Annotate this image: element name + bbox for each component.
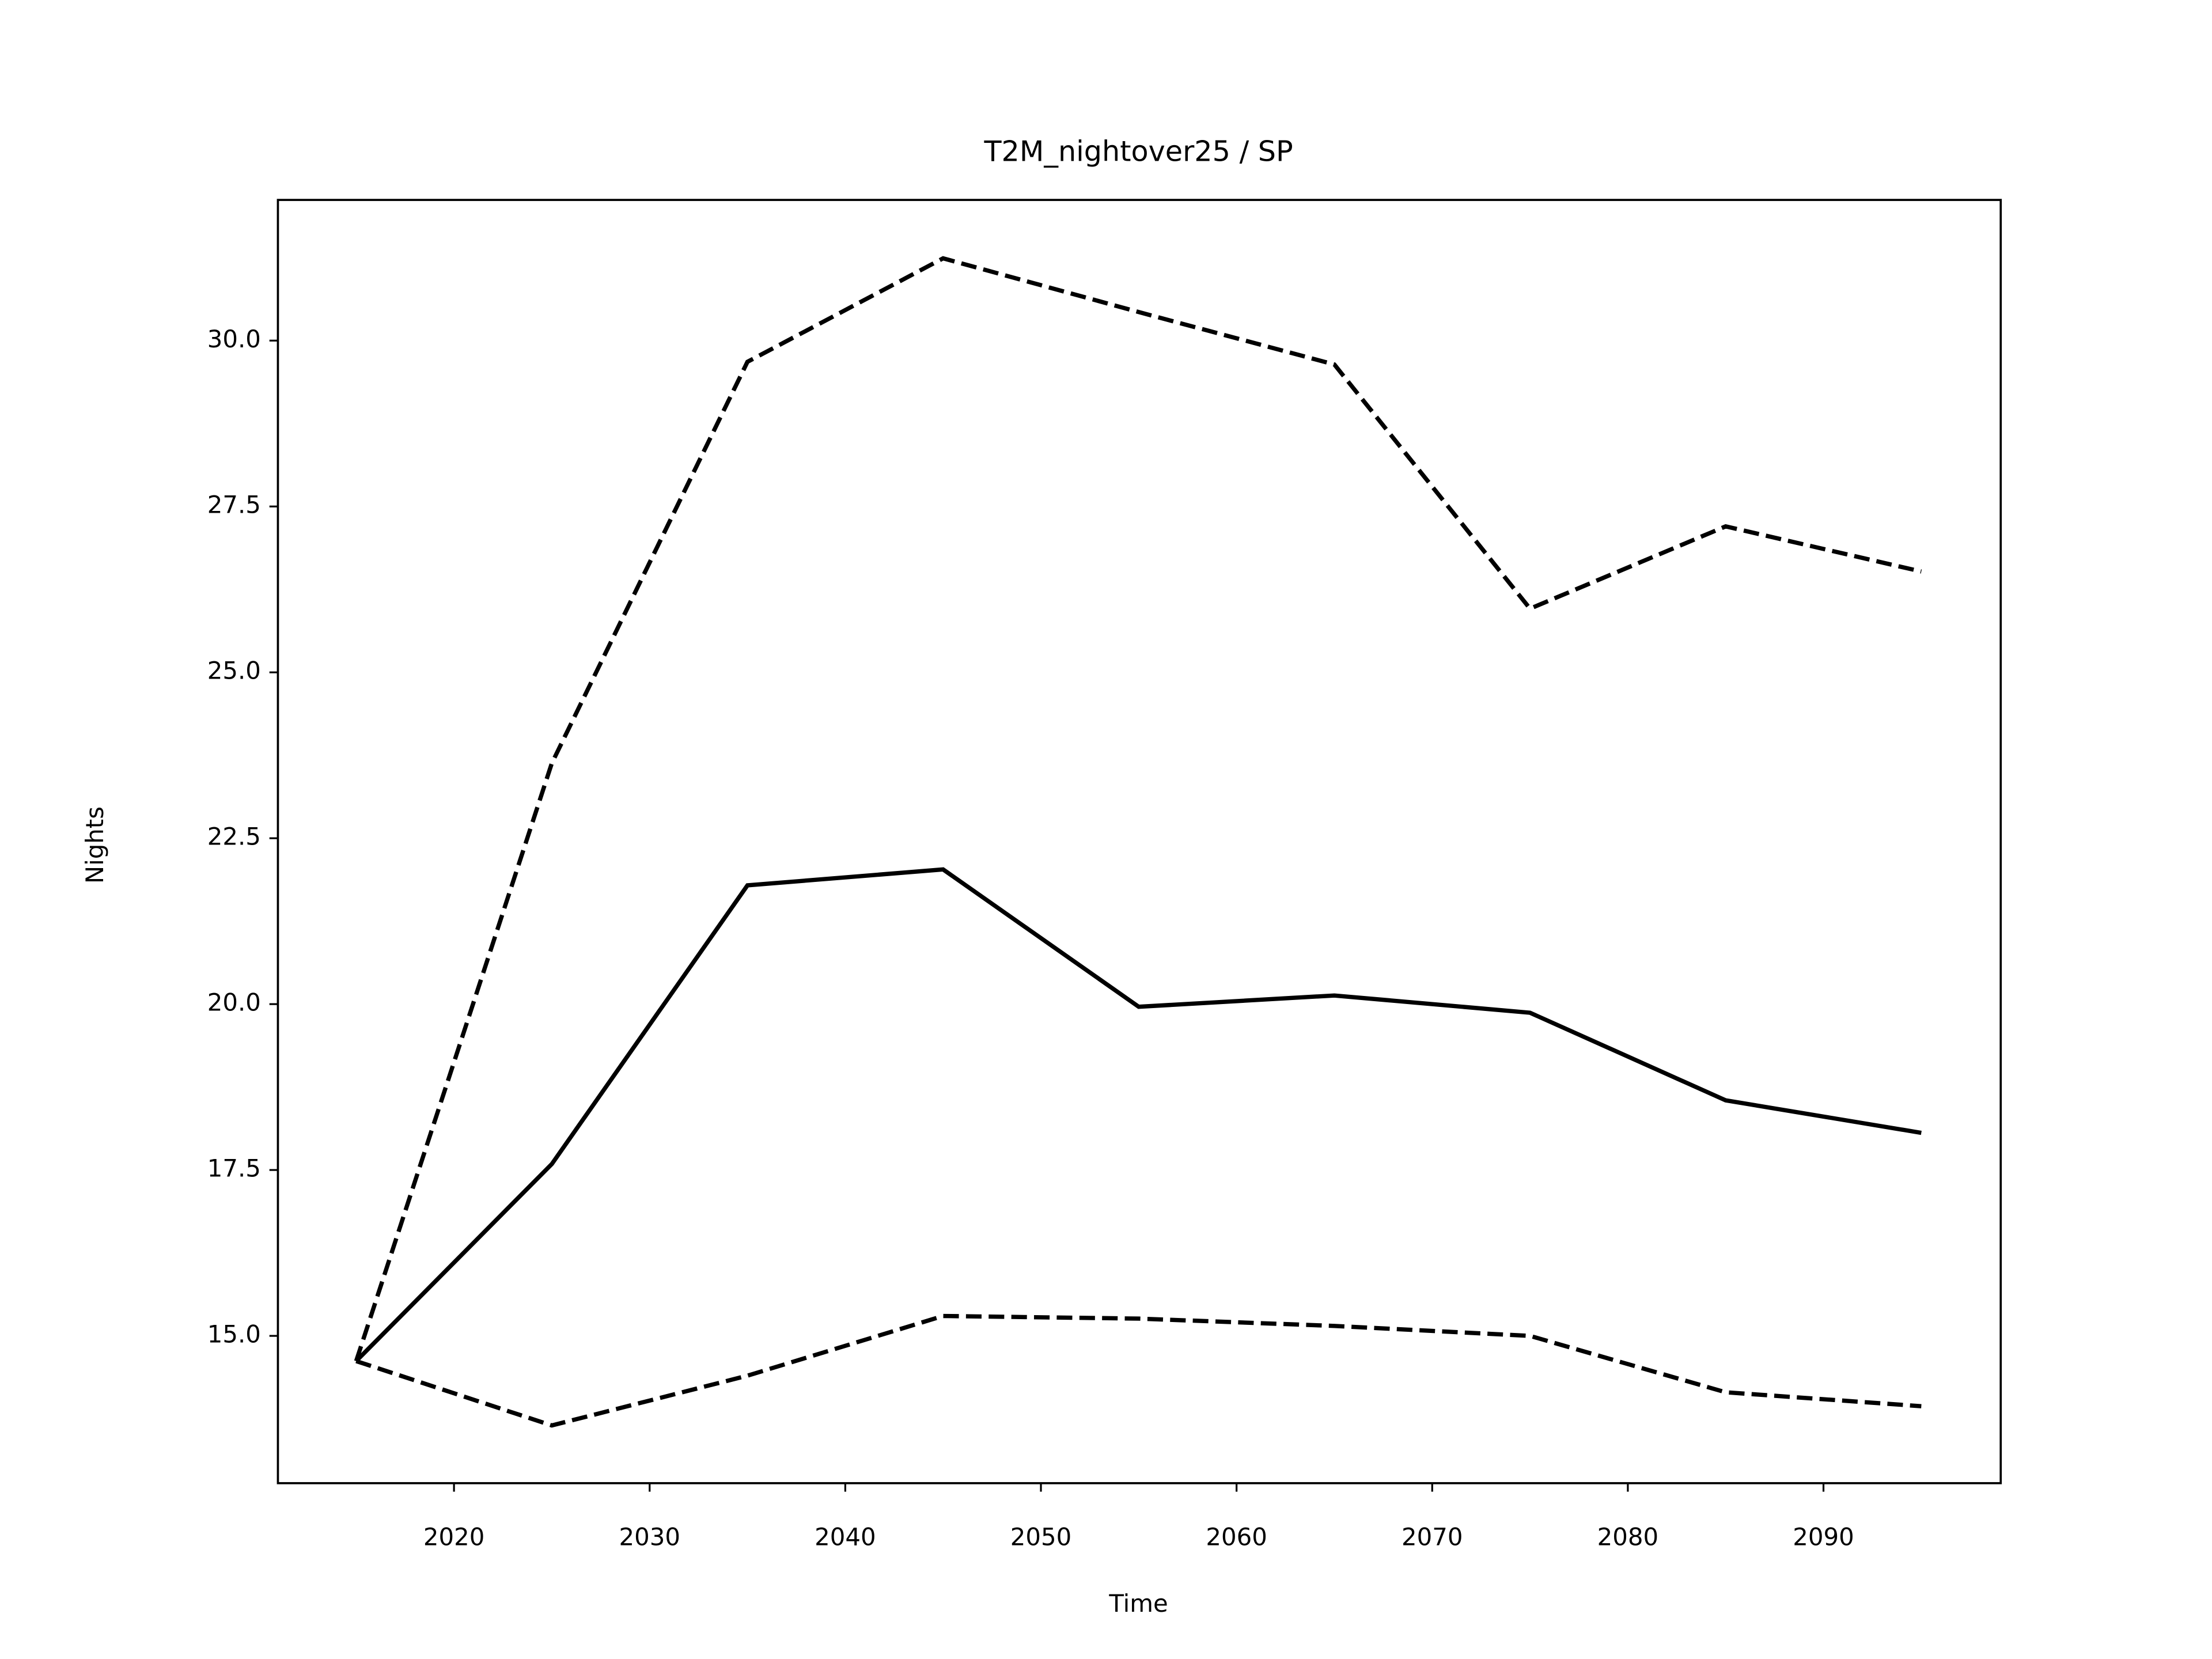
x-tick-label: 2060 — [1206, 1522, 1267, 1551]
x-tick-label: 2080 — [1597, 1522, 1658, 1551]
y-tick-label: 17.5 — [207, 1154, 261, 1183]
y-tick-label: 22.5 — [207, 823, 261, 851]
series-line — [355, 1313, 1922, 1428]
y-tick-label: 15.0 — [207, 1320, 261, 1349]
x-tick-label: 2090 — [1793, 1522, 1854, 1551]
chart-title: T2M_nightover25 / SP — [983, 134, 1293, 168]
x-axis-label: Time — [1108, 1589, 1168, 1618]
series-line — [354, 867, 1922, 1363]
x-tick-label: 2020 — [423, 1522, 484, 1551]
x-tick-label: 2030 — [619, 1522, 680, 1551]
x-tick-label: 2040 — [815, 1522, 876, 1551]
y-axis-label: Nights — [81, 806, 109, 884]
x-tick-label: 2070 — [1402, 1522, 1463, 1551]
y-tick-label: 30.0 — [207, 325, 261, 353]
x-tick-label: 2050 — [1010, 1522, 1071, 1551]
plot-frame — [276, 199, 2002, 1484]
y-tick-label: 27.5 — [207, 491, 261, 519]
y-tick-label: 25.0 — [207, 657, 261, 685]
series-line — [354, 256, 1922, 1362]
y-tick-label: 20.0 — [207, 988, 261, 1017]
